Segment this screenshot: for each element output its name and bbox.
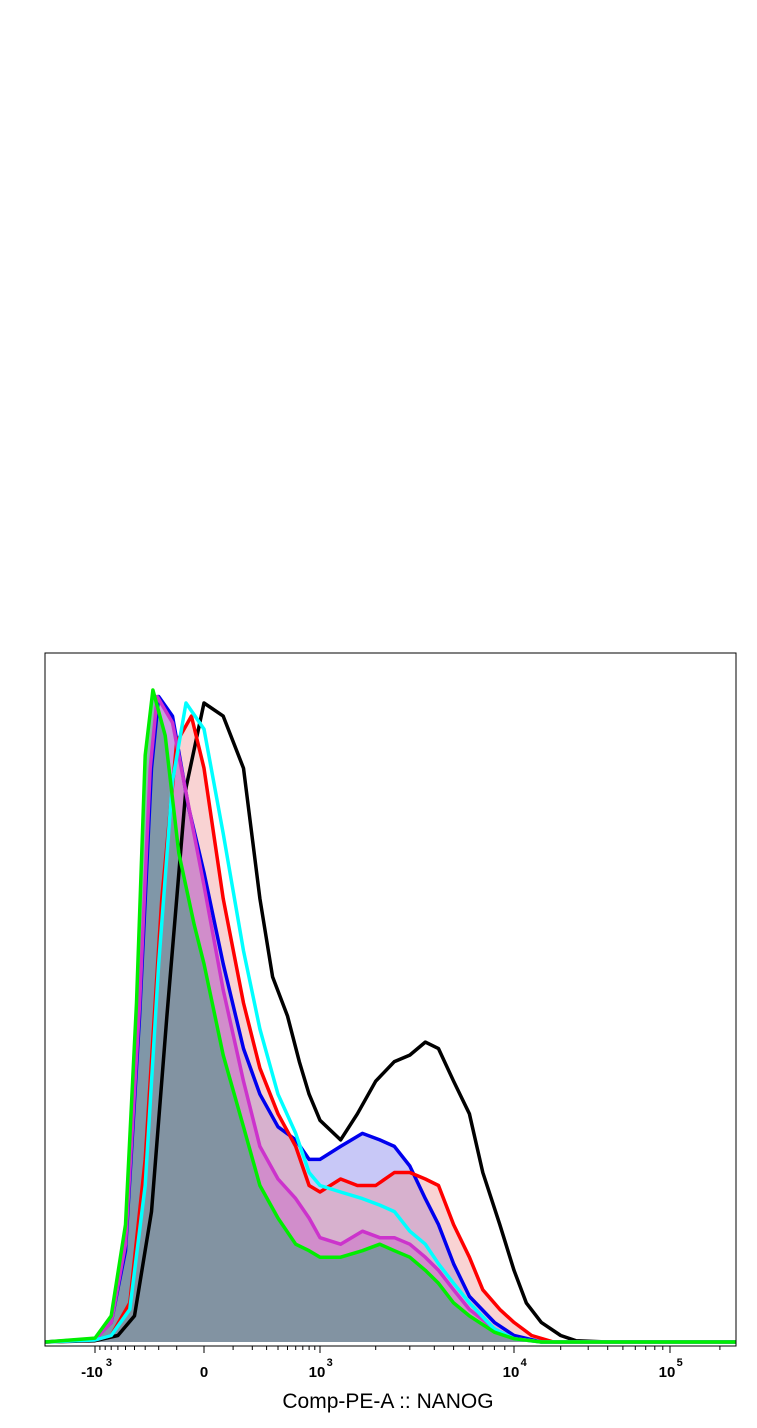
x-axis-ticks xyxy=(94,1346,721,1353)
series-line-5 xyxy=(44,688,736,1344)
x-tick-exponent-0: 3 xyxy=(106,1357,112,1369)
x-tick-label-2: 10 xyxy=(309,1364,326,1381)
series-lines xyxy=(44,688,736,1344)
x-axis-title: Comp-PE-A :: NANOG xyxy=(282,1390,493,1413)
x-tick-label-4: 10 xyxy=(659,1364,676,1381)
x-tick-label-0: -10 xyxy=(81,1364,103,1381)
series-line-4 xyxy=(44,701,736,1344)
series-line-0 xyxy=(44,701,736,1344)
plot-frame xyxy=(44,652,737,1347)
series-fill-5 xyxy=(45,690,736,1342)
series-line-2 xyxy=(44,714,736,1344)
x-tick-label-3: 10 xyxy=(503,1364,520,1381)
x-tick-exponent-4: 5 xyxy=(677,1357,683,1369)
x-tick-exponent-3: 4 xyxy=(521,1357,528,1369)
x-tick-label-1: 0 xyxy=(200,1364,208,1381)
series-line-3 xyxy=(44,694,736,1344)
x-tick-exponent-2: 3 xyxy=(327,1357,333,1369)
